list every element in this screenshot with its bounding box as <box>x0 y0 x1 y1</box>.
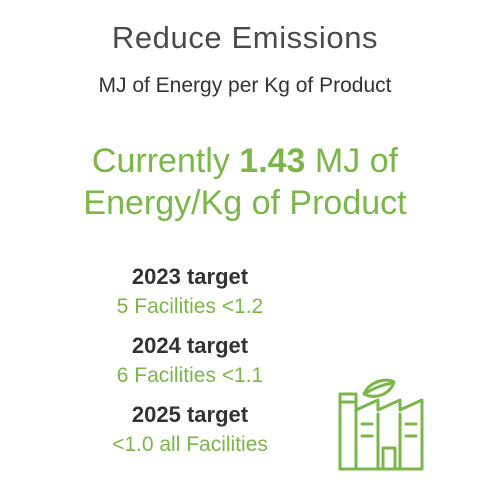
current-line-2: Energy/Kg of Product <box>83 184 407 222</box>
target-detail: 5 Facilities <1.2 <box>116 295 264 318</box>
target-item: 2025 target <1.0 all Facilities <box>70 400 310 460</box>
target-year: 2024 target <box>131 333 249 358</box>
current-value-statement: Currently 1.43 MJ of Energy/Kg of Produc… <box>0 140 490 224</box>
current-value: 1.43 <box>239 142 306 180</box>
page-title: Reduce Emissions <box>111 20 379 55</box>
current-suffix: MJ of <box>305 142 399 180</box>
target-year: 2023 target <box>131 264 249 289</box>
current-prefix: Currently <box>91 142 240 180</box>
page-subtitle: MJ of Energy per Kg of Product <box>98 74 392 97</box>
target-detail: <1.0 all Facilities <box>112 433 268 456</box>
target-item: 2024 target 6 Facilities <1.1 <box>70 331 310 391</box>
target-detail: 6 Facilities <1.1 <box>116 364 264 387</box>
target-item: 2023 target 5 Facilities <1.2 <box>70 262 310 322</box>
target-year: 2025 target <box>131 402 249 427</box>
factory-leaf-icon <box>338 378 424 471</box>
targets-list: 2023 target 5 Facilities <1.2 2024 targe… <box>70 262 310 469</box>
current-line-1: Currently 1.43 MJ of <box>0 140 490 182</box>
